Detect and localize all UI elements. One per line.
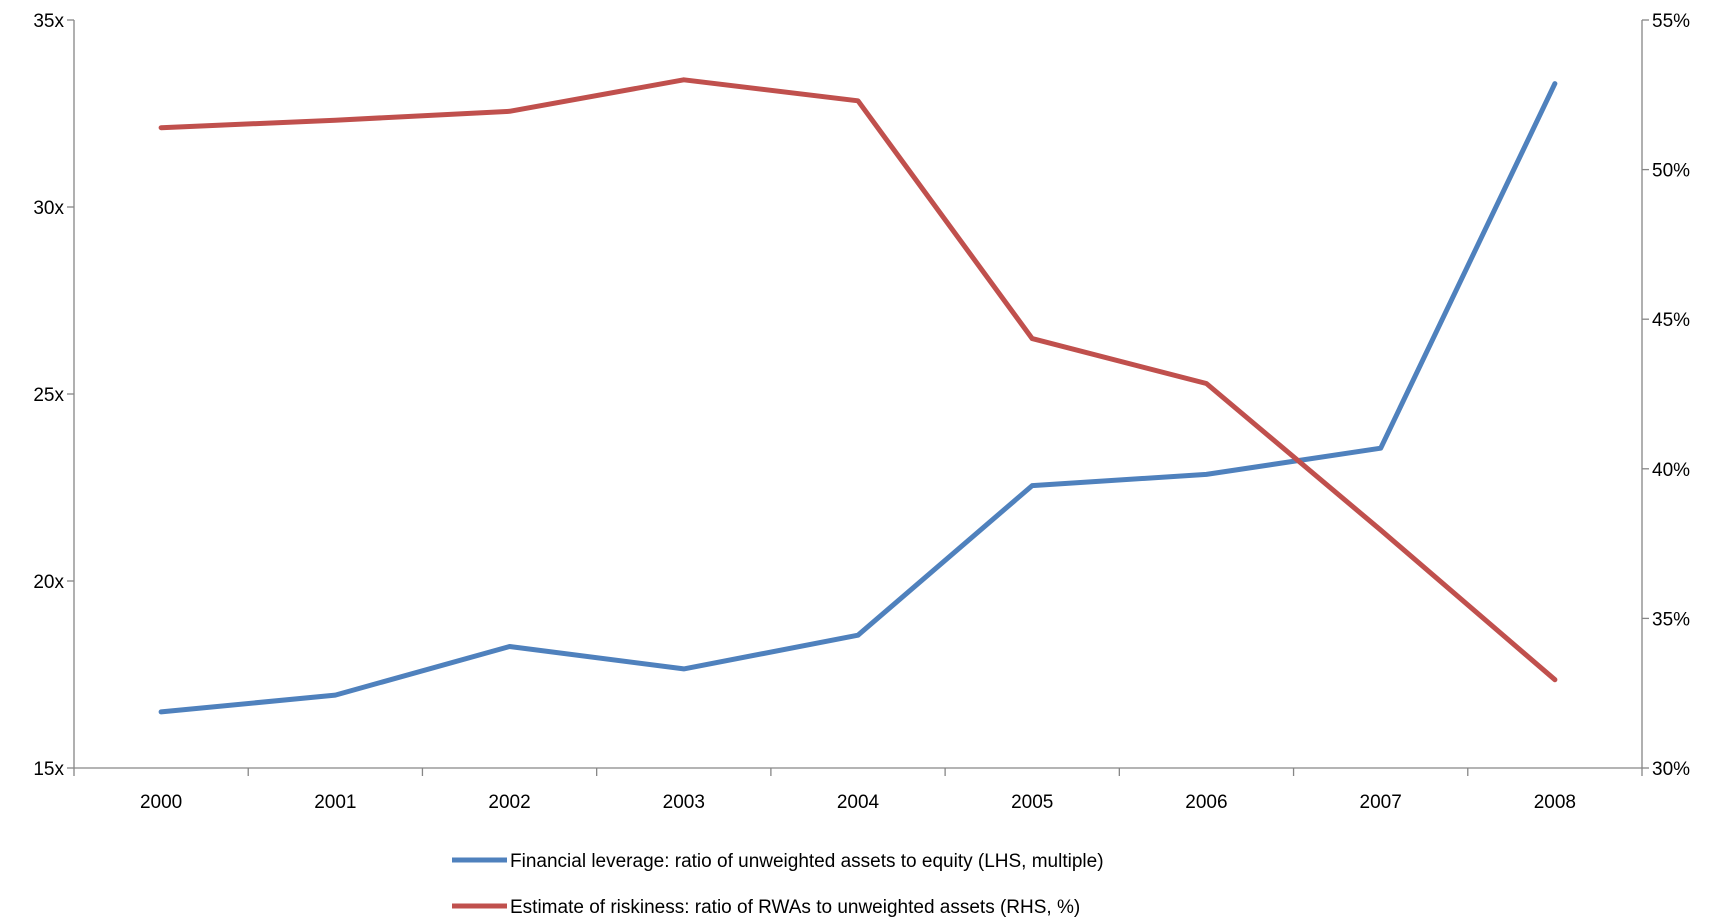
legend-label-riskiness: Estimate of riskiness: ratio of RWAs to … <box>510 897 1080 918</box>
right-tick-label: 30% <box>1652 759 1690 780</box>
right-tick-label: 40% <box>1652 460 1690 481</box>
left-axis-ticks: 15x 20x 25x 30x 35x <box>33 11 74 780</box>
series-line-riskiness <box>158 77 1558 683</box>
x-tick-label: 2006 <box>1185 792 1227 813</box>
series-lines <box>158 77 1558 715</box>
left-tick-label: 30x <box>33 198 64 219</box>
left-tick-label: 25x <box>33 385 64 406</box>
left-tick-label: 35x <box>33 11 64 32</box>
right-tick-label: 45% <box>1652 310 1690 331</box>
left-tick-label: 20x <box>33 572 64 593</box>
x-tick-label: 2007 <box>1360 792 1402 813</box>
right-tick-label: 50% <box>1652 161 1690 182</box>
x-tick-label: 2002 <box>488 792 530 813</box>
right-tick-label: 55% <box>1652 11 1690 32</box>
right-tick-label: 35% <box>1652 609 1690 630</box>
x-tick-label: 2001 <box>314 792 356 813</box>
x-tick-label: 2004 <box>837 792 880 813</box>
series-line-leverage <box>158 81 1558 715</box>
legend: Financial leverage: ratio of unweighted … <box>452 851 1104 918</box>
x-tick-label: 2000 <box>140 792 182 813</box>
x-tick-label: 2008 <box>1534 792 1576 813</box>
right-axis-ticks: 30% 35% 40% 45% 50% 55% <box>1642 11 1690 780</box>
left-tick-label: 15x <box>33 759 64 780</box>
x-axis-ticks: 2000 2001 2002 2003 2004 2005 2006 2007 2008 <box>73 768 1643 813</box>
x-tick-label: 2003 <box>663 792 705 813</box>
legend-label-leverage: Financial leverage: ratio of unweighted … <box>510 851 1104 872</box>
x-tick-label: 2005 <box>1011 792 1053 813</box>
